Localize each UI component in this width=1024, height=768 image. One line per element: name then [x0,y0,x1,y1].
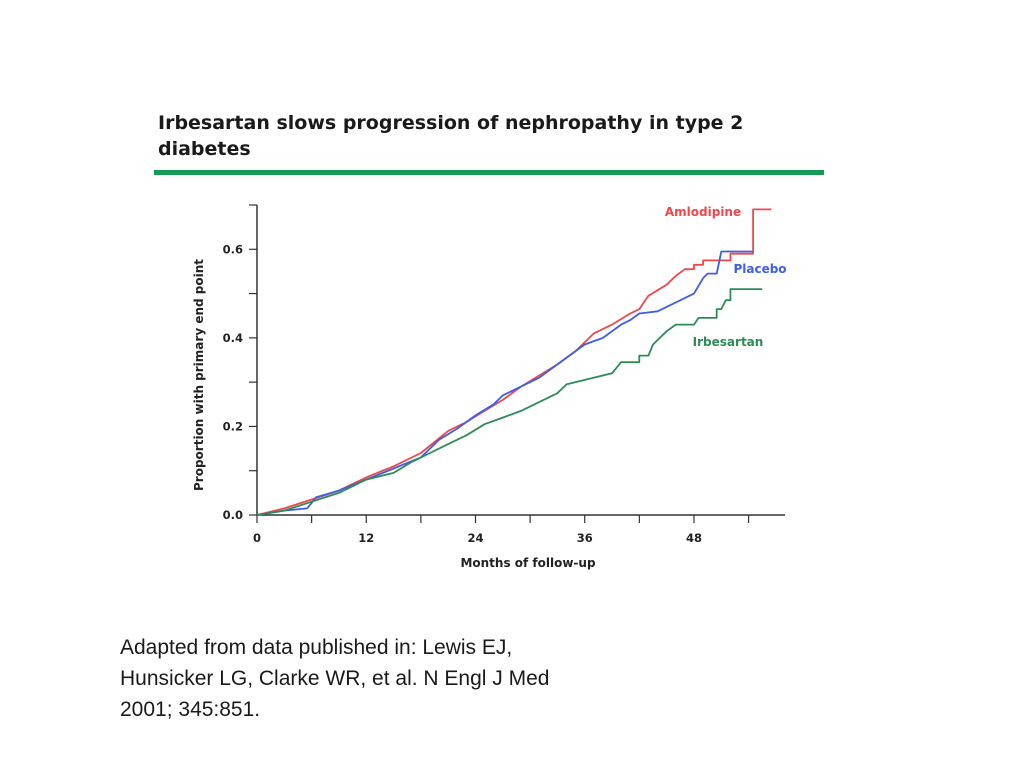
series-label-irbesartan: Irbesartan [693,335,764,349]
series-label-placebo: Placebo [733,262,786,276]
x-tick-label: 24 [467,531,483,545]
x-axis-label: Months of follow-up [460,556,596,570]
y-axis-label: Proportion with primary end point [192,259,206,491]
source-citation: Adapted from data published in: Lewis EJ… [120,636,550,721]
y-tick-label: 0.2 [223,419,243,433]
x-tick-label: 12 [358,531,374,545]
series-line-placebo [256,250,754,516]
x-tick-label: 36 [577,531,593,545]
series-label-amlodipine: Amlodipine [665,205,741,219]
y-tick-label: 0.4 [223,331,243,345]
x-tick-label: 48 [686,531,702,545]
y-tick-label: 0.0 [223,508,243,522]
y-tick-label: 0.6 [223,242,243,256]
series-line-irbesartan [256,288,763,516]
series-line-amlodipine [256,208,772,516]
chart-title: Irbesartan slows progression of nephropa… [158,112,744,160]
x-tick-label: 0 [253,531,261,545]
title-divider [154,170,824,175]
